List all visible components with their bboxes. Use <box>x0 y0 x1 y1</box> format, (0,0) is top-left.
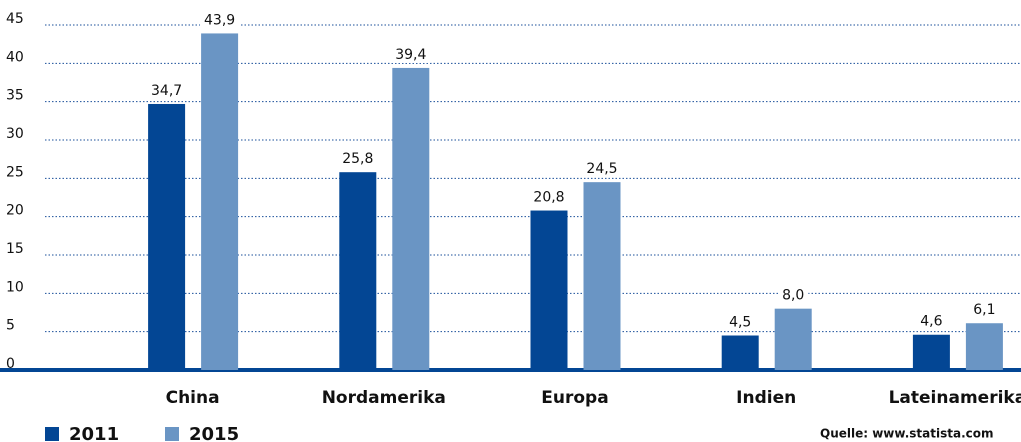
value-label-bg <box>582 161 622 178</box>
y-tick-label: 45 <box>6 11 24 27</box>
y-tick-label: 30 <box>6 126 24 142</box>
x-tick-label: Indien <box>736 388 796 408</box>
value-label: 4,5 <box>729 315 751 331</box>
y-tick-label: 40 <box>6 49 24 65</box>
y-tick-label: 25 <box>6 164 24 180</box>
value-label-bg <box>147 82 187 99</box>
value-label: 20,8 <box>533 190 564 206</box>
legend-label: 2011 <box>69 424 119 442</box>
value-label: 4,6 <box>920 314 942 330</box>
x-tick-label: Europa <box>541 388 608 408</box>
value-label-bg <box>725 314 756 331</box>
y-tick-label: 15 <box>6 241 24 257</box>
bar <box>392 67 430 370</box>
bar <box>148 103 186 370</box>
legend-swatch <box>45 427 59 441</box>
bar <box>583 182 621 370</box>
value-label-bg <box>778 287 809 304</box>
value-label: 43,9 <box>204 12 235 28</box>
bar <box>721 335 759 370</box>
value-label: 39,4 <box>395 47 426 63</box>
bar <box>965 323 1003 370</box>
x-tick-label: Nordamerika <box>322 388 446 408</box>
value-label: 24,5 <box>586 161 617 177</box>
legend-swatch <box>165 427 179 441</box>
value-label-bg <box>338 151 378 168</box>
value-label: 6,1 <box>973 302 995 318</box>
value-label: 34,7 <box>151 83 182 99</box>
value-label-bg <box>200 12 240 29</box>
bar <box>774 308 812 370</box>
y-tick-label: 5 <box>6 318 15 334</box>
value-label-bg <box>529 189 569 206</box>
y-tick-label: 35 <box>6 88 24 104</box>
bar <box>530 210 568 370</box>
bar <box>912 334 950 370</box>
value-label: 25,8 <box>342 151 373 167</box>
legend-label: 2015 <box>189 424 239 442</box>
x-tick-label: Lateinamerika <box>889 388 1021 408</box>
x-tick-label: China <box>166 388 220 408</box>
bar <box>339 172 377 370</box>
value-label-bg <box>391 46 431 63</box>
y-tick-label: 10 <box>6 279 24 295</box>
value-label: 8,0 <box>782 288 804 304</box>
bar <box>201 33 239 370</box>
source: Quelle: www.statista.com <box>820 427 994 441</box>
y-tick-label: 0 <box>6 356 15 372</box>
value-label-bg <box>916 313 947 330</box>
y-tick-label: 20 <box>6 203 24 219</box>
value-label-bg <box>969 302 1000 319</box>
